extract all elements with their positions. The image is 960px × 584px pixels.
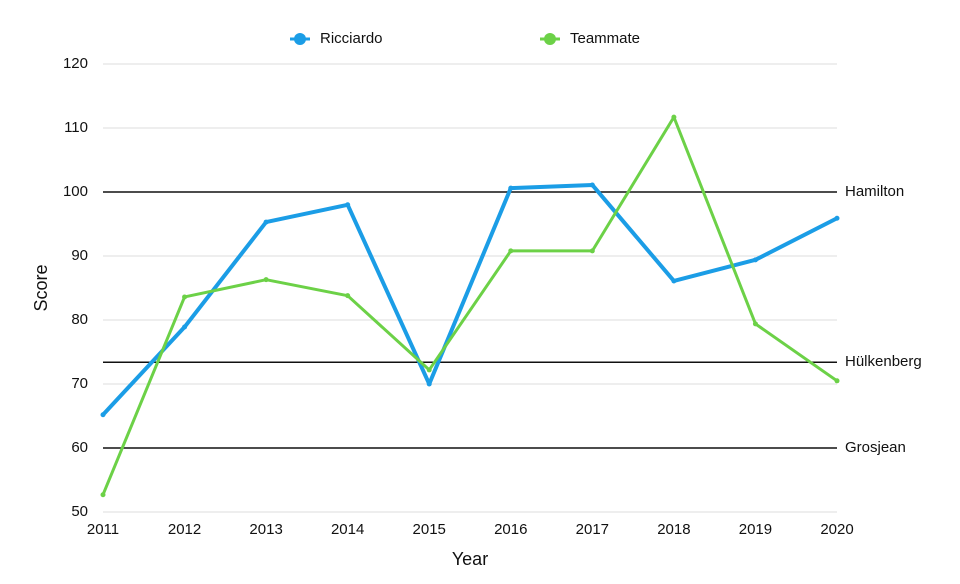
data-point bbox=[834, 215, 840, 221]
x-tick-label: 2019 bbox=[739, 521, 772, 538]
data-point bbox=[671, 278, 677, 284]
data-point bbox=[345, 293, 351, 299]
legend-marker bbox=[294, 33, 306, 45]
x-tick-label: 2012 bbox=[168, 521, 201, 538]
data-point bbox=[345, 202, 351, 208]
legend-label: Ricciardo bbox=[320, 30, 383, 47]
data-point bbox=[426, 367, 432, 373]
data-point bbox=[263, 219, 269, 225]
reference-label: Grosjean bbox=[845, 439, 906, 456]
data-point bbox=[182, 294, 188, 300]
data-point bbox=[589, 182, 595, 188]
y-tick-label: 120 bbox=[63, 55, 88, 72]
legend-marker bbox=[544, 33, 556, 45]
data-point bbox=[426, 381, 432, 387]
y-tick-label: 110 bbox=[64, 119, 88, 136]
x-tick-label: 2020 bbox=[820, 521, 853, 538]
data-point bbox=[263, 277, 269, 283]
x-tick-label: 2014 bbox=[331, 521, 364, 538]
y-tick-label: 50 bbox=[71, 503, 88, 520]
data-point bbox=[100, 492, 106, 498]
reference-label: Hülkenberg bbox=[845, 353, 922, 370]
x-tick-label: 2011 bbox=[87, 521, 119, 538]
data-point bbox=[508, 248, 514, 254]
x-axis-label: Year bbox=[452, 549, 488, 569]
y-axis-label: Score bbox=[31, 264, 51, 311]
data-point bbox=[834, 378, 840, 384]
x-tick-label: 2018 bbox=[657, 521, 690, 538]
x-tick-label: 2015 bbox=[413, 521, 446, 538]
data-point bbox=[508, 185, 514, 191]
x-tick-label: 2016 bbox=[494, 521, 527, 538]
data-point bbox=[752, 321, 758, 327]
series-line bbox=[101, 115, 838, 496]
data-point bbox=[182, 324, 188, 330]
data-point bbox=[100, 412, 106, 418]
y-tick-label: 70 bbox=[71, 375, 88, 392]
y-tick-label: 60 bbox=[71, 439, 88, 456]
series-line bbox=[101, 182, 838, 417]
x-tick-label: 2017 bbox=[576, 521, 609, 538]
data-point bbox=[671, 114, 677, 120]
y-tick-label: 100 bbox=[63, 183, 88, 200]
x-tick-label: 2013 bbox=[249, 521, 282, 538]
data-point bbox=[752, 257, 758, 263]
legend-label: Teammate bbox=[570, 30, 640, 47]
y-tick-label: 90 bbox=[71, 247, 88, 264]
data-point bbox=[589, 248, 595, 254]
reference-label: Hamilton bbox=[845, 183, 904, 200]
y-tick-label: 80 bbox=[71, 311, 88, 328]
